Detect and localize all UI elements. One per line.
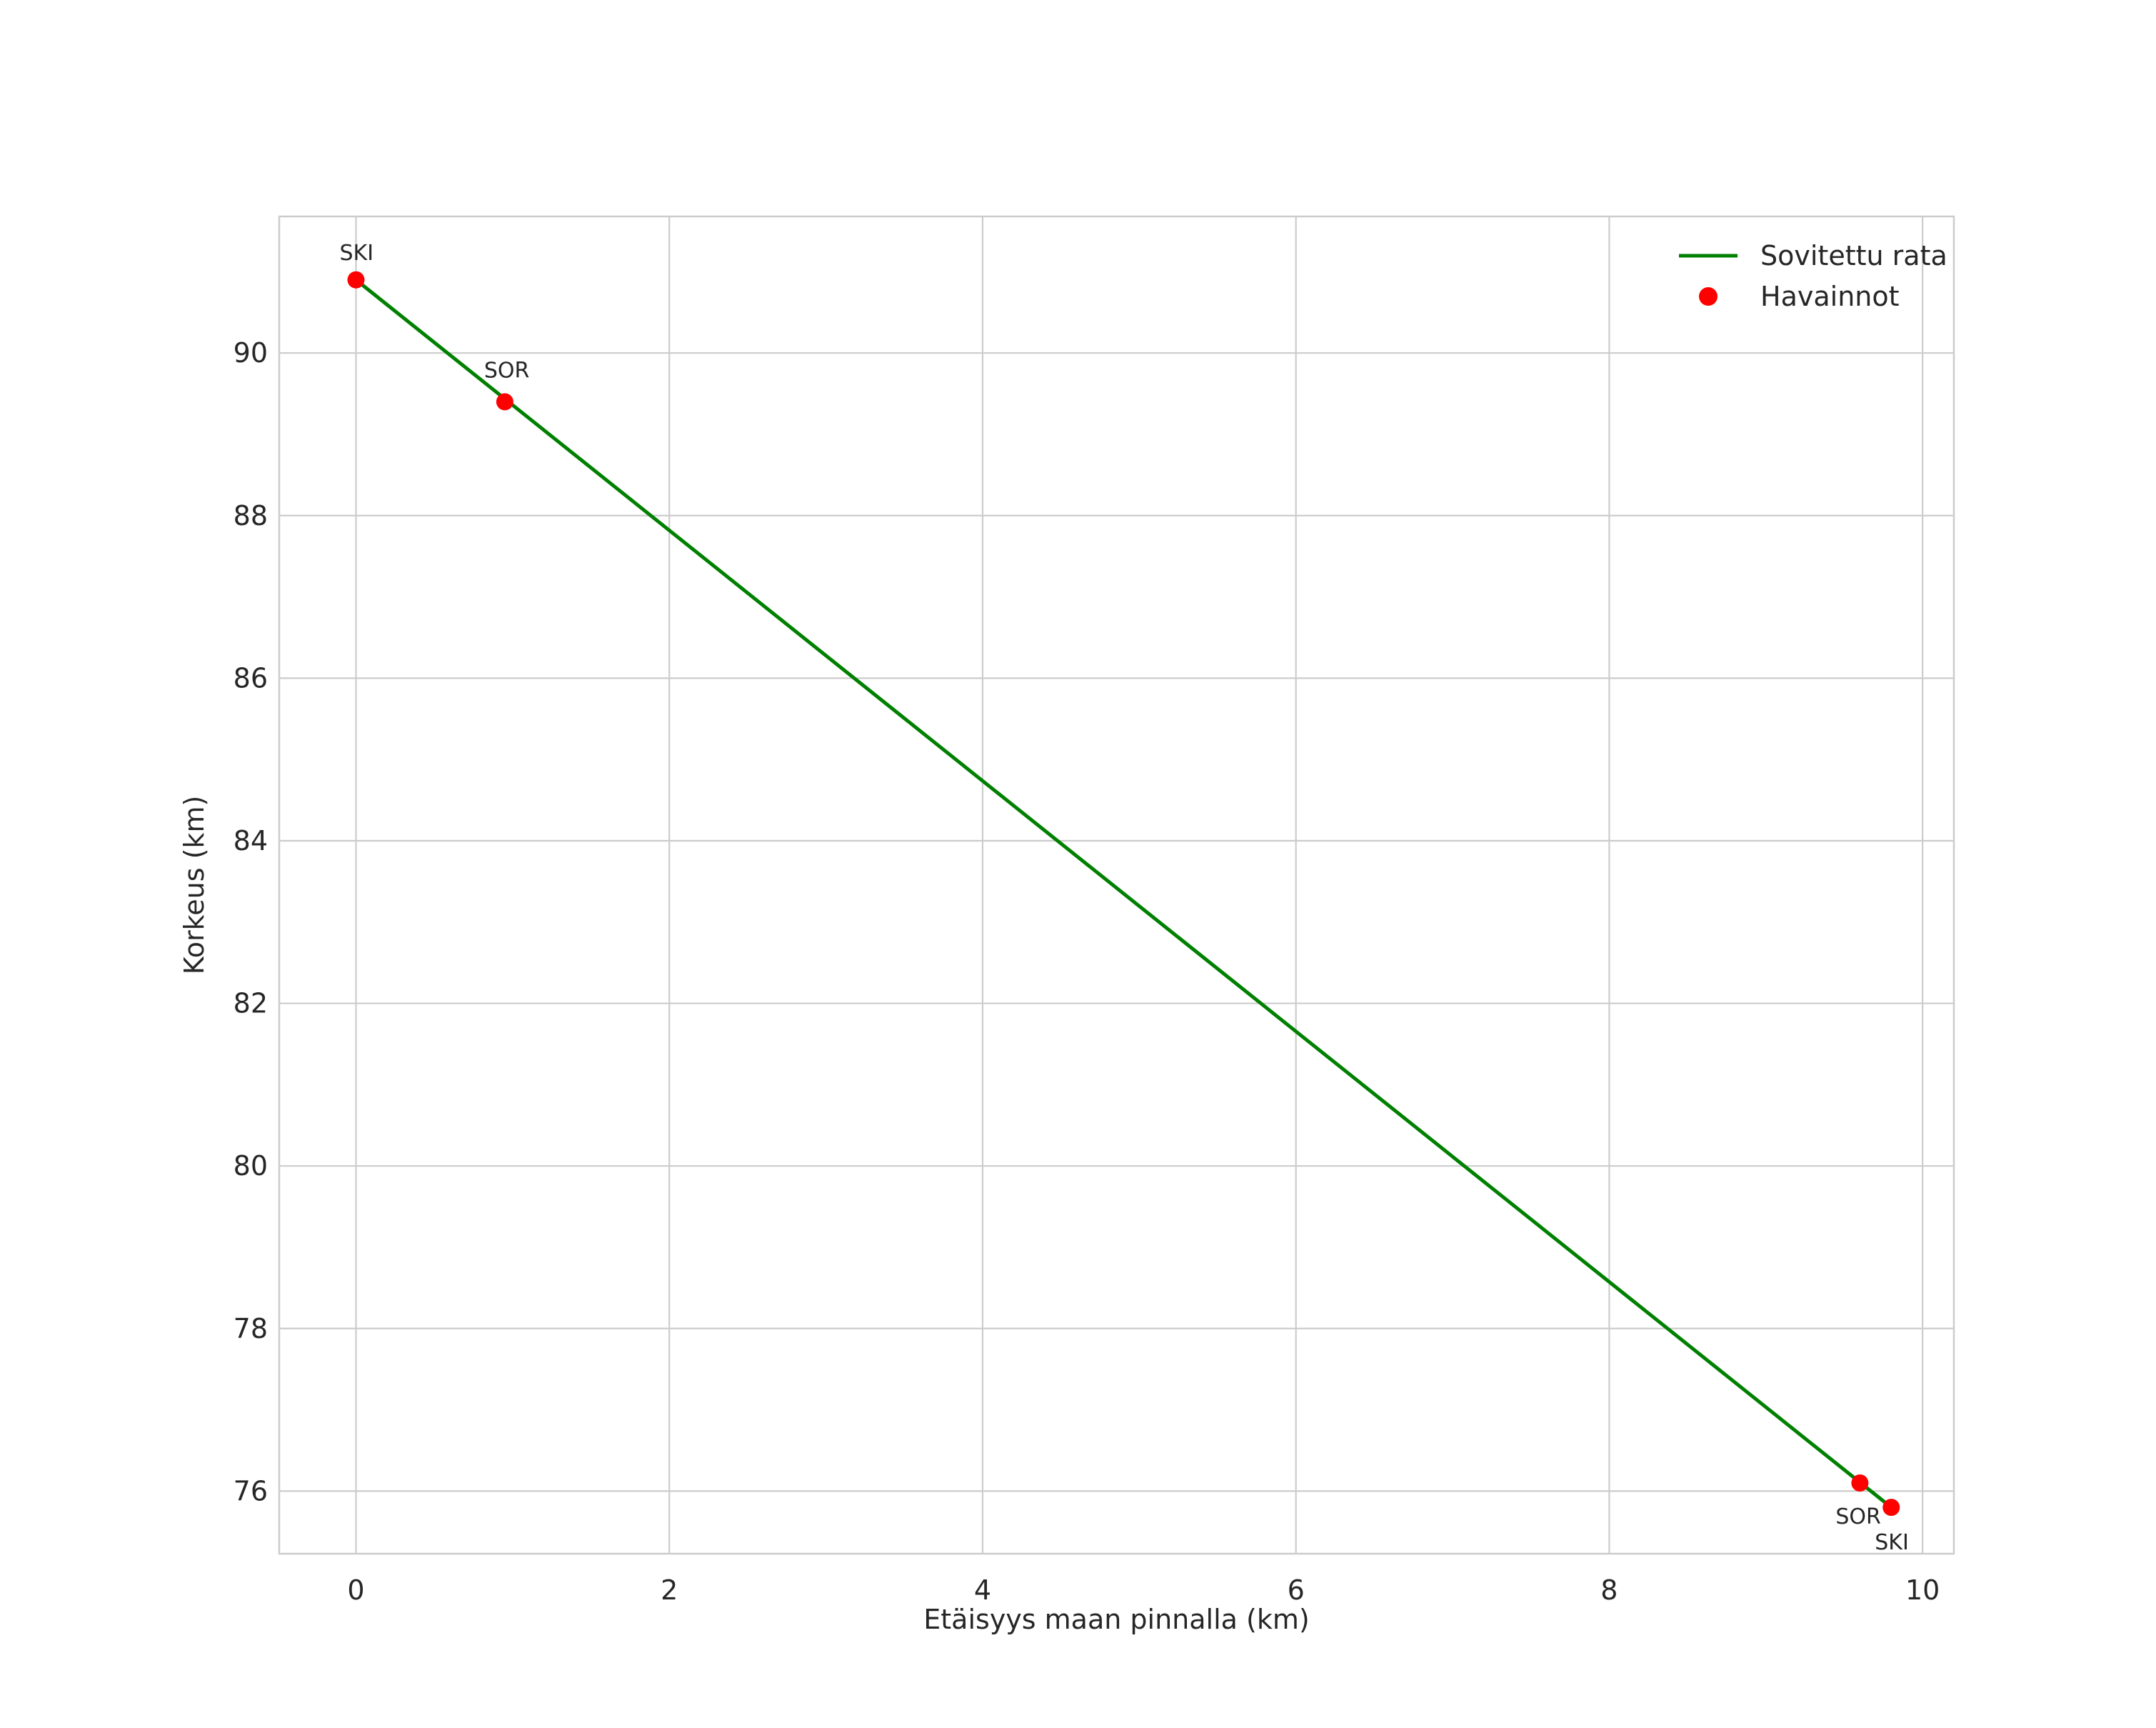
observation-point bbox=[1851, 1474, 1869, 1492]
legend-label: Sovitettu rata bbox=[1760, 240, 1947, 271]
legend-marker-sample bbox=[1699, 287, 1718, 306]
legend-label: Havainnot bbox=[1760, 281, 1900, 312]
point-label: SKI bbox=[1875, 1530, 1909, 1555]
y-axis-label: Korkeus (km) bbox=[179, 796, 210, 975]
x-tick-label: 8 bbox=[1600, 1574, 1618, 1606]
observation-point bbox=[347, 271, 365, 289]
fitted-line bbox=[354, 278, 1893, 1509]
x-tick-label: 6 bbox=[1288, 1574, 1305, 1606]
y-tick-label: 90 bbox=[234, 337, 268, 369]
y-tick-label: 84 bbox=[234, 825, 268, 856]
y-tick-label: 78 bbox=[234, 1313, 268, 1344]
x-tick-label: 4 bbox=[974, 1574, 991, 1606]
point-label: SKI bbox=[339, 241, 373, 266]
observation-point bbox=[1882, 1499, 1900, 1517]
observation-point bbox=[496, 393, 513, 411]
y-tick-label: 86 bbox=[234, 662, 268, 694]
x-axis-label: Etäisyys maan pinnalla (km) bbox=[923, 1604, 1309, 1635]
x-tick-label: 10 bbox=[1905, 1574, 1940, 1606]
point-label: SOR bbox=[1835, 1504, 1881, 1529]
plot-border bbox=[278, 215, 1955, 1555]
x-tick-label: 2 bbox=[661, 1574, 678, 1606]
y-tick-label: 82 bbox=[234, 988, 268, 1019]
y-tick-label: 80 bbox=[234, 1150, 268, 1182]
y-tick-label: 88 bbox=[234, 500, 268, 531]
point-label: SOR bbox=[484, 358, 530, 383]
x-tick-label: 0 bbox=[347, 1574, 364, 1606]
y-tick-label: 76 bbox=[234, 1475, 268, 1507]
